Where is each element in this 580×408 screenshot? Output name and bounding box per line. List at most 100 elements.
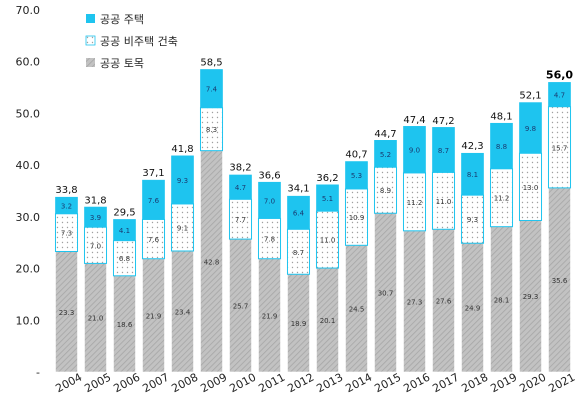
x-tick-label: 2004: [53, 371, 84, 396]
segment-value-label: 4.1: [119, 227, 130, 235]
segment-value-label: 8.7: [293, 249, 304, 257]
total-label: 40,7: [345, 150, 367, 161]
segment-value-label: 21.0: [88, 315, 104, 323]
total-label: 38,2: [229, 162, 251, 173]
segment-value-label: 7.8: [264, 236, 275, 244]
segment-value-label: 4.7: [235, 184, 246, 192]
segment-value-label: 6.4: [293, 210, 305, 218]
bar-segment: [461, 152, 484, 196]
bar-segment: [403, 126, 426, 174]
total-label: 29,5: [113, 207, 135, 218]
segment-value-label: 23.4: [175, 308, 191, 316]
total-label: 41,8: [171, 144, 193, 155]
x-tick-label: 2009: [198, 371, 229, 396]
bar-segment: [519, 102, 542, 154]
total-label: 34,1: [287, 184, 309, 195]
y-tick-label: 30.0: [16, 211, 41, 224]
segment-value-label: 8.1: [467, 171, 478, 179]
x-tick-label: 2020: [517, 371, 548, 396]
segment-value-label: 9.8: [525, 125, 536, 133]
y-tick-label: 10.0: [16, 314, 41, 327]
x-tick-label: 2019: [488, 371, 519, 396]
legend-swatch: [86, 14, 95, 23]
x-tick-label: 2005: [82, 371, 113, 396]
segment-value-label: 8.3: [206, 126, 217, 134]
y-tick-label: 40.0: [16, 159, 41, 172]
total-label: 58,5: [200, 57, 222, 68]
x-axis: 2004200520062007200820092010201120122013…: [53, 371, 577, 396]
bar-segment: [84, 206, 107, 228]
segment-value-label: 13.0: [523, 184, 539, 192]
total-label: 31,8: [84, 196, 106, 207]
bars: 23.3 7.3 3.2 33,8 21.0 7.0 3.9 31,8 18.6 6.8 4.1 29…: [54, 57, 573, 373]
segment-value-label: 15.7: [552, 144, 568, 152]
segment-value-label: 23.3: [59, 309, 75, 317]
legend-swatch: [85, 35, 96, 46]
legend-label: 공공 주택: [100, 13, 144, 26]
bar-segment: [171, 155, 194, 205]
total-label: 47,4: [403, 115, 425, 126]
segment-value-label: 6.8: [119, 255, 130, 263]
segment-value-label: 11.2: [494, 195, 510, 203]
segment-value-label: 21.9: [146, 312, 162, 320]
segment-value-label: 20.1: [320, 317, 336, 325]
y-tick-label: 50.0: [16, 107, 41, 120]
segment-value-label: 5.1: [322, 195, 333, 203]
segment-value-label: 3.2: [61, 202, 72, 210]
segment-value-label: 9.1: [177, 224, 188, 232]
y-tick-label: -: [36, 366, 40, 379]
segment-value-label: 21.9: [262, 312, 278, 320]
total-label: 37,1: [142, 168, 164, 179]
total-label: 36,2: [316, 173, 338, 184]
x-tick-label: 2012: [285, 371, 316, 396]
bar-segment: [142, 179, 165, 220]
segment-value-label: 3.9: [90, 214, 101, 222]
segment-value-label: 30.7: [378, 290, 394, 298]
x-tick-label: 2018: [459, 371, 490, 396]
segment-value-label: 7.3: [61, 230, 72, 238]
x-tick-label: 2013: [314, 371, 345, 396]
y-axis: - 10.0 20.0 30.0 40.0 50.0 60.0 70.0: [16, 4, 41, 379]
segment-value-label: 7.7: [235, 216, 246, 224]
segment-value-label: 35.6: [552, 277, 568, 285]
segment-value-label: 18.6: [117, 321, 133, 329]
bar-segment: [55, 196, 78, 215]
x-tick-label: 2011: [256, 371, 287, 396]
bar-segment: [548, 82, 571, 108]
segment-value-label: 28.1: [494, 296, 510, 304]
total-label: 48,1: [490, 111, 512, 122]
segment-value-label: 25.7: [233, 303, 249, 311]
segment-value-label: 27.6: [436, 298, 452, 306]
bar-segment: [432, 127, 455, 173]
bar-segment: [345, 161, 368, 190]
total-label: 36,6: [258, 171, 280, 182]
y-tick-label: 70.0: [16, 4, 41, 17]
x-tick-label: 2014: [343, 371, 374, 396]
bar-segment: [200, 69, 223, 109]
segment-value-label: 11.0: [436, 198, 452, 206]
x-tick-label: 2010: [227, 371, 258, 396]
segment-value-label: 5.2: [380, 151, 391, 159]
segment-value-label: 7.4: [206, 86, 218, 94]
total-label: 56,0: [546, 68, 573, 81]
segment-value-label: 11.2: [407, 199, 423, 207]
segment-value-label: 11.0: [320, 237, 336, 245]
bar-segment: [490, 122, 513, 170]
segment-value-label: 8.8: [496, 143, 507, 151]
total-label: 52,1: [519, 91, 541, 102]
bar-segment: [374, 140, 397, 168]
bar-segment: [229, 174, 252, 200]
x-tick-label: 2016: [401, 371, 432, 396]
segment-value-label: 7.6: [148, 197, 160, 205]
y-tick-label: 20.0: [16, 263, 41, 276]
segment-value-label: 9.3: [177, 177, 188, 185]
segment-value-label: 9.0: [409, 147, 420, 155]
total-label: 47,2: [432, 116, 454, 127]
bar-segment: [113, 219, 136, 241]
segment-value-label: 9.3: [467, 216, 478, 224]
segment-value-label: 27.3: [407, 298, 423, 306]
segment-value-label: 7.0: [264, 197, 275, 205]
x-tick-label: 2015: [372, 371, 403, 396]
